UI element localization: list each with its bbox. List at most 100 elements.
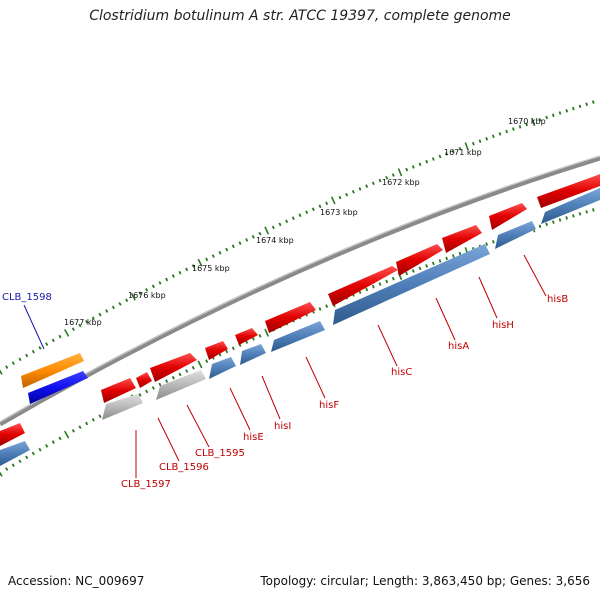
gene-label-CLB_1597[interactable]: CLB_1597 — [121, 479, 171, 490]
minor-tick — [118, 301, 122, 306]
gene-label-hisA[interactable]: hisA — [448, 341, 469, 352]
minor-tick — [371, 181, 375, 186]
leader-hisF — [305, 356, 326, 399]
gene-CLB_1597-reverse[interactable] — [102, 394, 143, 420]
minor-tick — [491, 134, 495, 139]
gene-hisC-forward[interactable] — [396, 244, 443, 276]
minor-tick — [5, 365, 9, 369]
minor-tick — [451, 254, 455, 258]
minor-tick — [91, 417, 95, 422]
gene-CLB_1595-forward[interactable] — [205, 341, 228, 360]
minor-tick — [438, 154, 442, 159]
gene-hisI-forward[interactable] — [265, 302, 316, 333]
gene-label-hisC[interactable]: hisC — [391, 367, 412, 378]
major-tick — [0, 471, 3, 477]
minor-tick — [11, 361, 15, 366]
gene-left-reverse[interactable] — [0, 441, 30, 466]
gene-label-CLB_1596[interactable]: CLB_1596 — [159, 462, 209, 473]
minor-tick — [165, 379, 169, 384]
gene-label-hisF[interactable]: hisF — [319, 400, 339, 411]
minor-tick — [291, 216, 295, 221]
gene-label-hisH[interactable]: hisH — [492, 320, 514, 331]
minor-tick — [418, 162, 422, 167]
minor-tick — [51, 440, 55, 444]
minor-tick — [591, 100, 595, 104]
minor-tick — [438, 259, 442, 263]
minor-tick — [572, 214, 575, 218]
minor-tick — [391, 276, 395, 281]
ruler-label-1672: 1672 kbp — [382, 178, 420, 187]
minor-tick — [258, 334, 262, 338]
minor-tick — [205, 359, 209, 363]
ruler-labels: 1670 kbp 1671 kbp 1672 kbp 1673 kbp 1674… — [64, 117, 546, 327]
gene-hisH-forward[interactable] — [489, 203, 527, 230]
gene-CLB_1598-forward[interactable] — [21, 353, 84, 388]
leader-hisI — [261, 375, 281, 420]
minor-tick — [325, 201, 329, 206]
minor-tick — [425, 264, 429, 268]
gene-label-CLB_1595[interactable]: CLB_1595 — [195, 448, 245, 459]
gene-hisI-reverse[interactable] — [240, 344, 266, 365]
major-tick — [197, 360, 203, 369]
minor-tick — [585, 102, 589, 107]
ruler-label-1675: 1675 kbp — [192, 264, 230, 273]
minor-tick — [78, 425, 82, 430]
gene-CLB_1597-forward[interactable] — [136, 372, 152, 388]
minor-tick — [185, 267, 189, 272]
gene-CLB_1596-forward[interactable] — [150, 353, 197, 382]
gene-hisA-reverse[interactable] — [333, 244, 490, 325]
minor-tick — [358, 187, 362, 191]
gene-CLB_1598-reverse[interactable] — [28, 371, 88, 404]
gene-hisF-forward[interactable] — [328, 266, 398, 306]
gene-label-hisI[interactable]: hisI — [274, 421, 291, 432]
minor-tick — [405, 271, 409, 276]
minor-tick — [151, 386, 155, 390]
minor-tick — [105, 309, 109, 313]
topology-text: Topology: circular; Length: 3,863,450 bp… — [260, 574, 590, 588]
minor-tick — [592, 208, 595, 212]
gene-label-CLB_1598[interactable]: CLB_1598 — [2, 292, 52, 303]
minor-tick — [205, 257, 209, 262]
gene-hisE-reverse[interactable] — [209, 357, 236, 379]
minor-tick — [158, 382, 162, 387]
leader-CLB_1596 — [157, 417, 180, 462]
label-leaders — [135, 254, 547, 478]
minor-tick — [98, 414, 102, 419]
major-tick — [264, 328, 270, 337]
minor-tick — [458, 251, 462, 256]
minor-tick — [231, 244, 235, 249]
minor-tick — [451, 149, 455, 154]
tick-ruler-outer — [0, 100, 595, 375]
gene-hisH-reverse[interactable] — [495, 221, 536, 249]
ruler-label-1671: 1671 kbp — [444, 148, 482, 157]
ruler-label-1670: 1670 kbp — [508, 117, 546, 126]
minor-tick — [18, 459, 22, 464]
minor-tick — [405, 167, 409, 172]
major-tick — [64, 430, 70, 439]
minor-tick — [378, 282, 382, 286]
minor-tick — [318, 204, 322, 209]
major-tick — [464, 142, 469, 151]
gene-hisE-forward[interactable] — [235, 328, 258, 345]
gene-labels: hisB hisH hisA hisC hisF hisI hisE CLB_1… — [2, 292, 568, 490]
gene-label-hisB[interactable]: hisB — [547, 294, 568, 305]
gene-CLB_1596-reverse[interactable] — [156, 370, 206, 400]
leader-hisB — [523, 254, 547, 297]
major-tick — [130, 292, 136, 301]
minor-tick — [552, 220, 555, 224]
minor-tick — [545, 222, 548, 226]
gene-hisB-forward[interactable] — [537, 174, 600, 208]
minor-tick — [551, 113, 555, 118]
major-tick — [531, 118, 536, 127]
minor-tick — [538, 224, 542, 229]
gene-CLB_1598[interactable] — [21, 353, 88, 404]
gene-CLB_1597b-forward[interactable] — [101, 378, 136, 403]
minor-tick — [578, 104, 582, 109]
gene-label-hisE[interactable]: hisE — [243, 432, 264, 443]
gene-left-forward[interactable] — [0, 423, 25, 446]
minor-tick — [71, 428, 75, 433]
gene-hisB-reverse[interactable] — [541, 188, 600, 224]
minor-tick — [31, 451, 35, 456]
gene-hisA-forward[interactable] — [442, 225, 482, 253]
gene-hisF-reverse[interactable] — [271, 321, 325, 352]
